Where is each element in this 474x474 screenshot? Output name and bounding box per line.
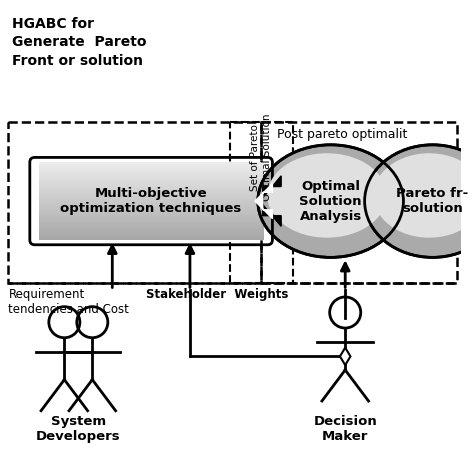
- Bar: [38, 201, 264, 203]
- Bar: [38, 215, 264, 217]
- Bar: [38, 162, 264, 164]
- Bar: [38, 230, 264, 233]
- Bar: [38, 203, 264, 205]
- Bar: [38, 219, 264, 221]
- Bar: [38, 185, 264, 188]
- Text: Set of Pareto
Optimal Solution: Set of Pareto Optimal Solution: [250, 114, 272, 201]
- Ellipse shape: [365, 145, 474, 257]
- Text: Stakeholder  Weights: Stakeholder Weights: [146, 289, 289, 301]
- Bar: [38, 190, 264, 192]
- Bar: [38, 205, 264, 208]
- Bar: [38, 234, 264, 237]
- Bar: [38, 238, 264, 240]
- FancyArrow shape: [260, 176, 281, 226]
- Bar: [38, 226, 264, 229]
- Bar: [38, 178, 264, 180]
- Bar: [38, 207, 264, 210]
- Text: Decision
Maker: Decision Maker: [313, 415, 377, 443]
- Text: Pareto fr-
solution: Pareto fr- solution: [396, 187, 469, 215]
- Bar: [38, 183, 264, 186]
- Text: HGABC for
Generate  Pareto
Front or solution: HGABC for Generate Pareto Front or solut…: [12, 17, 147, 67]
- Bar: [38, 164, 264, 167]
- Bar: [38, 180, 264, 182]
- Bar: [38, 170, 264, 173]
- Bar: [38, 191, 264, 194]
- Bar: [38, 195, 264, 198]
- Text: Post pareto optimalit: Post pareto optimalit: [277, 128, 408, 141]
- Bar: [38, 193, 264, 196]
- Ellipse shape: [267, 153, 387, 237]
- Bar: [38, 211, 264, 213]
- Bar: [38, 209, 264, 211]
- Bar: [38, 188, 264, 190]
- Text: System
Developers: System Developers: [36, 415, 121, 443]
- Bar: [38, 236, 264, 238]
- Ellipse shape: [258, 145, 403, 257]
- Bar: [38, 220, 264, 223]
- Bar: [38, 174, 264, 176]
- Bar: [38, 176, 264, 178]
- FancyArrow shape: [255, 183, 273, 219]
- Bar: [38, 168, 264, 171]
- Bar: [38, 228, 264, 231]
- Bar: [38, 232, 264, 235]
- Ellipse shape: [374, 153, 474, 237]
- Bar: [38, 217, 264, 219]
- Bar: [38, 213, 264, 215]
- Polygon shape: [340, 347, 350, 365]
- Text: Optimal
Solution
Analysis: Optimal Solution Analysis: [300, 180, 362, 223]
- Bar: [38, 197, 264, 200]
- Bar: [38, 166, 264, 169]
- Text: Requirement
tendencies and Cost: Requirement tendencies and Cost: [9, 289, 129, 317]
- Bar: [38, 172, 264, 174]
- Bar: [38, 224, 264, 227]
- Bar: [38, 222, 264, 225]
- Bar: [38, 199, 264, 201]
- Bar: [38, 182, 264, 184]
- Text: Multi-objective
optimization techniques: Multi-objective optimization techniques: [61, 187, 242, 215]
